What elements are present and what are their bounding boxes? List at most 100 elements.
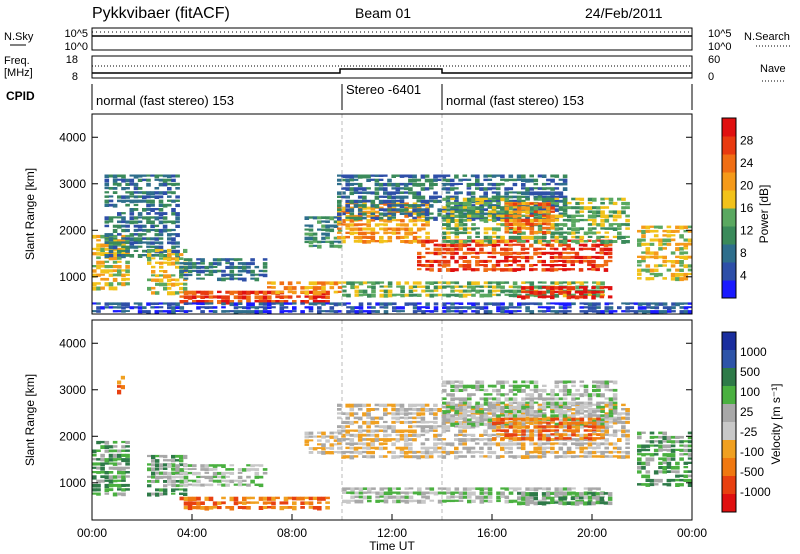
data-cell (158, 208, 164, 212)
data-cell (533, 178, 539, 183)
data-cell (529, 417, 535, 422)
data-cell (446, 418, 451, 423)
data-cell (504, 259, 509, 263)
data-cell (554, 495, 560, 498)
data-cell (325, 310, 330, 313)
data-cell (357, 191, 363, 194)
data-cell (587, 414, 593, 418)
data-cell (675, 435, 680, 439)
data-cell (471, 491, 476, 496)
data-cell (341, 235, 346, 240)
data-cell (96, 306, 101, 310)
data-cell (450, 414, 455, 418)
data-cell (225, 295, 230, 300)
data-cell (645, 264, 651, 268)
data-cell (163, 261, 168, 264)
data-cell (428, 408, 434, 412)
data-cell (504, 412, 509, 417)
data-cell (212, 506, 218, 509)
data-cell (525, 222, 530, 226)
data-cell (104, 265, 110, 269)
data-cell (508, 222, 514, 226)
data-cell (483, 240, 489, 243)
data-cell (396, 495, 401, 500)
data-cell (446, 247, 451, 252)
data-cell (596, 487, 601, 491)
data-cell (566, 255, 571, 260)
data-cell (554, 240, 560, 244)
data-cell (483, 499, 489, 503)
data-cell (92, 252, 97, 256)
data-cell (379, 281, 385, 284)
data-cell (533, 264, 538, 267)
data-cell (391, 216, 396, 219)
data-cell (575, 425, 580, 429)
data-cell (357, 450, 363, 455)
data-cell (108, 471, 114, 474)
data-cell (575, 388, 580, 392)
data-cell (479, 412, 484, 416)
data-cell (558, 388, 564, 393)
data-cell (300, 496, 305, 501)
data-cell (653, 470, 659, 475)
data-cell (504, 310, 510, 313)
data-cell (204, 464, 210, 468)
data-cell (662, 470, 667, 474)
data-cell (446, 214, 451, 219)
data-cell (529, 235, 535, 240)
data-cell (371, 281, 376, 285)
data-cell (433, 293, 439, 297)
data-cell (462, 289, 468, 293)
data-cell (496, 306, 501, 310)
data-cell (541, 187, 547, 191)
data-cell (492, 417, 497, 421)
data-cell (491, 425, 497, 429)
data-cell (217, 290, 222, 294)
data-cell (483, 442, 488, 446)
data-cell (500, 412, 505, 415)
data-cell (399, 420, 405, 424)
data-cell (583, 433, 589, 438)
data-cell (462, 223, 468, 227)
data-cell (504, 216, 509, 220)
data-cell (337, 403, 342, 407)
data-cell (125, 310, 130, 312)
data-cell (537, 230, 543, 234)
data-cell (596, 403, 601, 408)
data-cell (425, 264, 430, 268)
data-cell (341, 455, 346, 459)
data-cell (200, 464, 205, 468)
data-cell (117, 265, 122, 269)
data-cell (349, 442, 355, 446)
data-cell (399, 199, 405, 204)
data-cell (641, 238, 646, 242)
colorbar-tick-label: 20 (740, 179, 754, 193)
data-cell (445, 403, 451, 407)
data-cell (100, 286, 105, 290)
data-cell (500, 437, 505, 441)
data-cell (542, 197, 547, 202)
data-cell (467, 201, 472, 206)
data-cell (125, 449, 130, 452)
data-cell (479, 204, 484, 207)
data-cell (483, 197, 489, 200)
data-cell (200, 295, 205, 299)
data-cell (466, 259, 472, 264)
data-cell (267, 290, 272, 295)
y-tick-label: 2000 (59, 429, 86, 443)
data-cell (412, 174, 417, 179)
data-cell (658, 247, 663, 251)
data-cell (554, 455, 559, 459)
data-cell (612, 410, 618, 413)
data-cell (612, 401, 618, 405)
data-cell (283, 306, 289, 309)
data-cell (517, 197, 522, 201)
data-cell (604, 214, 610, 219)
data-cell (475, 212, 480, 217)
data-cell (670, 478, 676, 482)
data-cell (533, 206, 539, 211)
data-cell (212, 269, 218, 274)
data-cell (579, 306, 585, 309)
colorbar-swatch (722, 208, 736, 227)
data-cell (121, 269, 126, 272)
